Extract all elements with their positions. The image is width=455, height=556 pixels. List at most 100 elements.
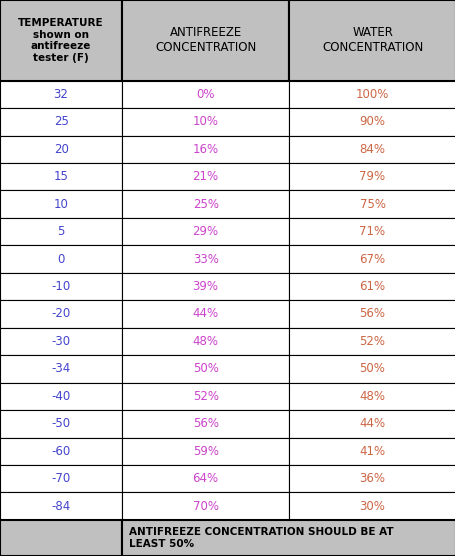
- Text: 48%: 48%: [359, 390, 385, 403]
- Text: 71%: 71%: [359, 225, 385, 238]
- Text: 52%: 52%: [192, 390, 218, 403]
- Bar: [0, 163, 122, 190]
- Text: -20: -20: [51, 307, 71, 320]
- Bar: [122, 410, 288, 438]
- Bar: [122, 520, 455, 556]
- Bar: [0, 81, 122, 108]
- Bar: [122, 163, 288, 190]
- Text: 48%: 48%: [192, 335, 218, 348]
- Text: -84: -84: [51, 500, 71, 513]
- Bar: [122, 327, 288, 355]
- Text: 10%: 10%: [192, 115, 218, 128]
- Bar: [0, 136, 122, 163]
- Bar: [122, 438, 288, 465]
- Text: 25%: 25%: [192, 197, 218, 211]
- Text: ANTIFREEZE CONCENTRATION SHOULD BE AT
LEAST 50%: ANTIFREEZE CONCENTRATION SHOULD BE AT LE…: [129, 527, 393, 549]
- Text: WATER
CONCENTRATION: WATER CONCENTRATION: [321, 26, 422, 54]
- Text: 0: 0: [57, 252, 65, 266]
- Text: 5: 5: [57, 225, 65, 238]
- Bar: [288, 493, 455, 520]
- Bar: [0, 0, 122, 81]
- Text: 90%: 90%: [359, 115, 385, 128]
- Bar: [288, 327, 455, 355]
- Text: TEMPERATURE
shown on
antifreeze
tester (F): TEMPERATURE shown on antifreeze tester (…: [18, 18, 104, 63]
- Text: 56%: 56%: [192, 417, 218, 430]
- Text: 75%: 75%: [359, 197, 385, 211]
- Text: 44%: 44%: [359, 417, 385, 430]
- Text: 36%: 36%: [359, 472, 385, 485]
- Text: 61%: 61%: [359, 280, 385, 293]
- Bar: [288, 163, 455, 190]
- Bar: [122, 245, 288, 273]
- Text: 30%: 30%: [359, 500, 384, 513]
- Bar: [288, 245, 455, 273]
- Text: 44%: 44%: [192, 307, 218, 320]
- Bar: [0, 218, 122, 245]
- Bar: [288, 300, 455, 327]
- Text: 16%: 16%: [192, 143, 218, 156]
- Text: 84%: 84%: [359, 143, 385, 156]
- Bar: [288, 190, 455, 218]
- Bar: [122, 108, 288, 136]
- Text: 25: 25: [54, 115, 68, 128]
- Bar: [122, 81, 288, 108]
- Bar: [0, 245, 122, 273]
- Bar: [0, 327, 122, 355]
- Bar: [288, 383, 455, 410]
- Bar: [0, 383, 122, 410]
- Bar: [288, 355, 455, 383]
- Bar: [0, 355, 122, 383]
- Text: 50%: 50%: [359, 363, 384, 375]
- Bar: [0, 493, 122, 520]
- Text: -60: -60: [51, 445, 71, 458]
- Bar: [288, 136, 455, 163]
- Bar: [122, 218, 288, 245]
- Bar: [288, 218, 455, 245]
- Bar: [122, 493, 288, 520]
- Text: 39%: 39%: [192, 280, 218, 293]
- Bar: [0, 108, 122, 136]
- Text: -30: -30: [51, 335, 71, 348]
- Text: 33%: 33%: [192, 252, 218, 266]
- Text: 59%: 59%: [192, 445, 218, 458]
- Text: 15: 15: [54, 170, 68, 183]
- Bar: [288, 410, 455, 438]
- Bar: [0, 438, 122, 465]
- Text: 32: 32: [54, 88, 68, 101]
- Text: ANTIFREEZE
CONCENTRATION: ANTIFREEZE CONCENTRATION: [155, 26, 256, 54]
- Text: 10: 10: [54, 197, 68, 211]
- Text: 64%: 64%: [192, 472, 218, 485]
- Bar: [0, 300, 122, 327]
- Bar: [122, 465, 288, 493]
- Bar: [122, 273, 288, 300]
- Text: -70: -70: [51, 472, 71, 485]
- Bar: [122, 300, 288, 327]
- Text: 56%: 56%: [359, 307, 385, 320]
- Bar: [288, 465, 455, 493]
- Bar: [122, 190, 288, 218]
- Bar: [122, 355, 288, 383]
- Text: 79%: 79%: [359, 170, 385, 183]
- Bar: [288, 438, 455, 465]
- Text: -50: -50: [51, 417, 71, 430]
- Text: 100%: 100%: [355, 88, 389, 101]
- Bar: [288, 0, 455, 81]
- Bar: [288, 81, 455, 108]
- Text: 20: 20: [54, 143, 68, 156]
- Text: 0%: 0%: [196, 88, 214, 101]
- Text: 67%: 67%: [359, 252, 385, 266]
- Text: 41%: 41%: [359, 445, 385, 458]
- Text: 50%: 50%: [192, 363, 218, 375]
- Bar: [0, 410, 122, 438]
- Text: 70%: 70%: [192, 500, 218, 513]
- Text: -10: -10: [51, 280, 71, 293]
- Text: 29%: 29%: [192, 225, 218, 238]
- Bar: [288, 108, 455, 136]
- Text: 21%: 21%: [192, 170, 218, 183]
- Bar: [122, 0, 288, 81]
- Bar: [0, 273, 122, 300]
- Bar: [288, 273, 455, 300]
- Bar: [122, 136, 288, 163]
- Text: -40: -40: [51, 390, 71, 403]
- Text: -34: -34: [51, 363, 71, 375]
